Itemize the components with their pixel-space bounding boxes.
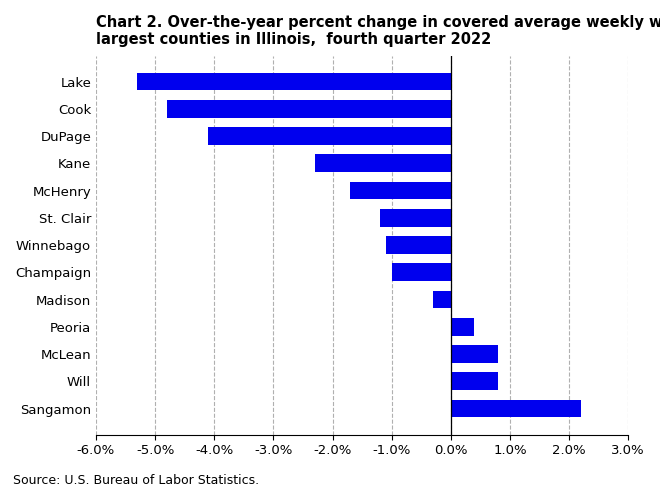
Bar <box>137 73 451 91</box>
Bar <box>451 372 498 390</box>
Bar <box>209 127 451 145</box>
Bar <box>167 100 451 118</box>
Bar <box>391 263 451 281</box>
Bar <box>451 345 498 363</box>
Bar <box>451 400 581 417</box>
Text: Source: U.S. Bureau of Labor Statistics.: Source: U.S. Bureau of Labor Statistics. <box>13 474 259 487</box>
Bar <box>385 236 451 254</box>
Bar <box>451 318 475 336</box>
Bar <box>350 182 451 199</box>
Bar <box>379 209 451 227</box>
Text: Chart 2. Over-the-year percent change in covered average weekly wages among the
: Chart 2. Over-the-year percent change in… <box>96 15 660 47</box>
Bar <box>433 291 451 308</box>
Bar <box>315 154 451 172</box>
